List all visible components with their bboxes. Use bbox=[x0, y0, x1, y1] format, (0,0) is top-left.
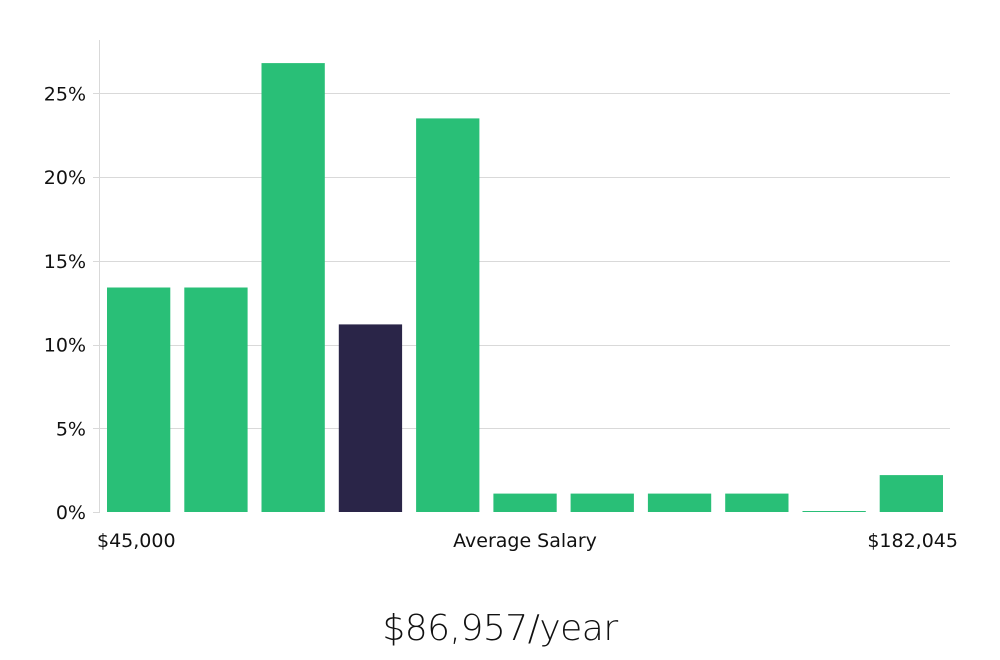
bar-highlighted bbox=[338, 324, 403, 512]
bar bbox=[416, 118, 480, 513]
bar bbox=[184, 287, 248, 512]
bar bbox=[647, 493, 712, 512]
y-tick-label: 5% bbox=[56, 418, 86, 440]
x-max-label: $182,045 bbox=[867, 530, 958, 552]
y-tick-label: 25% bbox=[44, 83, 86, 105]
salary-histogram-chart: 0%5%10%15%20%25% $45,000 Average Salary … bbox=[44, 40, 958, 552]
average-salary-value: $86,957/year bbox=[382, 608, 618, 649]
bar bbox=[261, 63, 325, 512]
bar bbox=[879, 475, 943, 512]
y-tick-label: 10% bbox=[44, 335, 86, 357]
x-center-label: Average Salary bbox=[453, 530, 597, 552]
bar bbox=[802, 511, 866, 512]
y-tick-label: 0% bbox=[56, 502, 86, 524]
bars bbox=[107, 63, 943, 513]
x-min-label: $45,000 bbox=[97, 530, 176, 552]
y-tick-label: 20% bbox=[44, 167, 86, 189]
bar bbox=[107, 287, 171, 512]
bar bbox=[725, 493, 789, 512]
bar bbox=[570, 493, 634, 512]
bar bbox=[493, 493, 557, 512]
y-tick-label: 15% bbox=[44, 251, 86, 273]
y-axis-ticks: 0% 5% 10% 15% 20% 25% bbox=[44, 83, 100, 524]
